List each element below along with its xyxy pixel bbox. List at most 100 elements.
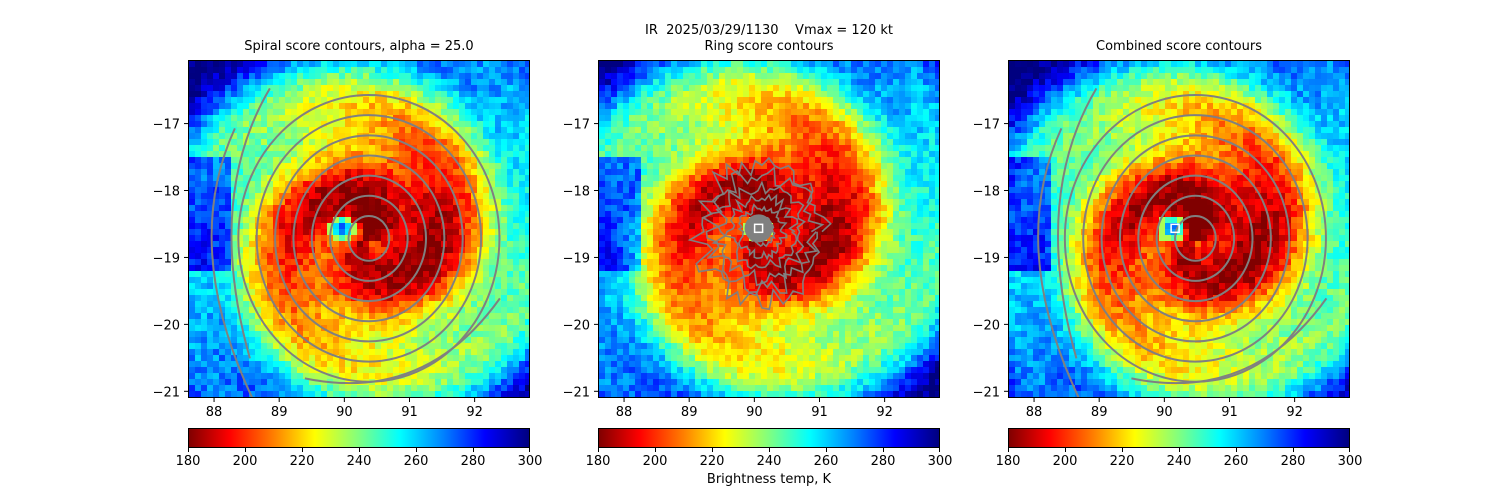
contour-ring	[1082, 114, 1309, 363]
x-tick-label: 88	[1026, 405, 1043, 420]
score-contours	[687, 156, 832, 311]
y-tick-label: −19	[153, 251, 180, 266]
colorbar-tick-label: 180	[995, 454, 1021, 469]
colorbar-tick	[473, 448, 474, 452]
contour-ring	[1118, 154, 1272, 323]
colorbar-tick	[1122, 448, 1123, 452]
contour-arc	[230, 87, 271, 359]
contour-arc	[1056, 87, 1098, 359]
colorbar-tick-label: 300	[927, 454, 953, 469]
x-tick-label: 92	[876, 405, 893, 420]
x-tick-label: 90	[336, 405, 353, 420]
colorbar-tick-label: 180	[585, 454, 611, 469]
contour-ring	[687, 156, 832, 311]
ir-image	[599, 61, 939, 397]
colorbar-tick-label: 240	[756, 454, 782, 469]
colorbar-tick	[1008, 448, 1009, 452]
colorbar-tick	[416, 448, 417, 452]
y-tick-label: −19	[973, 251, 1000, 266]
contour-ring	[329, 194, 409, 282]
colorbar-tick-label: 280	[460, 454, 486, 469]
colorbar-tick	[1236, 448, 1237, 452]
colorbar-tick	[529, 448, 530, 452]
colorbar-1	[188, 428, 530, 448]
colorbar-3	[1008, 428, 1350, 448]
contour-ring	[702, 166, 825, 297]
contour-arc	[210, 127, 254, 397]
contour-ring	[1155, 194, 1236, 282]
y-tick-label: −20	[153, 318, 180, 333]
colorbar-tick-label: 200	[1052, 454, 1078, 469]
contour-ring	[310, 174, 428, 303]
colorbar-tick	[655, 448, 656, 452]
ring-core	[744, 214, 773, 243]
x-tick-label: 89	[271, 405, 288, 420]
colorbar-tick	[1293, 448, 1294, 452]
colorbar-tick-label: 280	[1280, 454, 1306, 469]
score-contours	[210, 87, 501, 397]
x-tick-label: 91	[401, 405, 418, 420]
contour-ring	[711, 180, 806, 287]
colorbar-tick-label: 200	[642, 454, 668, 469]
y-tick-label: −17	[973, 118, 1000, 133]
y-tick-label: −20	[973, 318, 1000, 333]
x-tick-label: 92	[466, 405, 483, 420]
colorbar-2-ticks: 180 200 220 240 260 280 300	[586, 448, 952, 478]
colorbar-tick	[826, 448, 827, 452]
contour-ring	[255, 114, 483, 363]
ring-score-panel	[598, 60, 940, 398]
colorbar-tick-label: 300	[1337, 454, 1363, 469]
contour-ring	[347, 214, 391, 262]
colorbar-tick	[712, 448, 713, 452]
contour-ring	[724, 193, 799, 270]
score-contours	[1037, 87, 1328, 397]
y-tick-label: −21	[153, 385, 180, 400]
colorbar-tick	[598, 448, 599, 452]
brightness-field	[189, 61, 529, 397]
colorbar-tick-label: 260	[403, 454, 429, 469]
spiral-score-panel	[188, 60, 530, 398]
contour-arc	[1037, 127, 1080, 397]
colorbar-2	[598, 428, 940, 448]
center-marker	[753, 223, 764, 234]
y-tick-label: −17	[153, 118, 180, 133]
colorbar-tick-label: 220	[699, 454, 725, 469]
panel1-title: Spiral score contours, alpha = 25.0	[244, 39, 474, 54]
colorbar-tick-label: 240	[346, 454, 372, 469]
colorbar-tick-label: 180	[175, 454, 201, 469]
figure-subtitle: Ring score contours	[704, 39, 834, 54]
colorbar-tick	[769, 448, 770, 452]
y-tick-label: −21	[563, 385, 590, 400]
colorbar-tick-label: 260	[1223, 454, 1249, 469]
center-marker	[1170, 223, 1180, 234]
y-tick-label: −19	[563, 251, 590, 266]
panel3-title: Combined score contours	[1096, 39, 1262, 54]
contour-ring	[1137, 174, 1254, 303]
x-tick-label: 88	[206, 405, 223, 420]
colorbar-tick	[245, 448, 246, 452]
brightness-field	[1009, 61, 1349, 397]
x-tick-label: 91	[811, 405, 828, 420]
contour-ring	[292, 154, 446, 323]
y-tick-label: −17	[563, 118, 590, 133]
contour-ring	[1100, 134, 1291, 343]
brightness-field	[599, 61, 939, 397]
colorbar-1-ticks: 180 200 220 240 260 280 300	[176, 448, 542, 478]
ir-image	[189, 61, 529, 397]
contour-arc	[304, 297, 501, 385]
y-tick-label: −20	[563, 318, 590, 333]
x-tick-label: 89	[681, 405, 698, 420]
contour-ring	[274, 134, 464, 343]
combined-score-panel	[1008, 60, 1350, 398]
colorbar-tick	[1065, 448, 1066, 452]
contour-ring	[1174, 214, 1217, 262]
colorbar-tick	[1349, 448, 1350, 452]
colorbar-tick-label: 220	[1109, 454, 1135, 469]
x-tick-label: 91	[1221, 405, 1238, 420]
colorbar-tick	[359, 448, 360, 452]
colorbar-tick-label: 220	[289, 454, 315, 469]
x-tick-label: 89	[1091, 405, 1108, 420]
x-tick-label: 90	[746, 405, 763, 420]
contour-arc	[1131, 297, 1328, 385]
